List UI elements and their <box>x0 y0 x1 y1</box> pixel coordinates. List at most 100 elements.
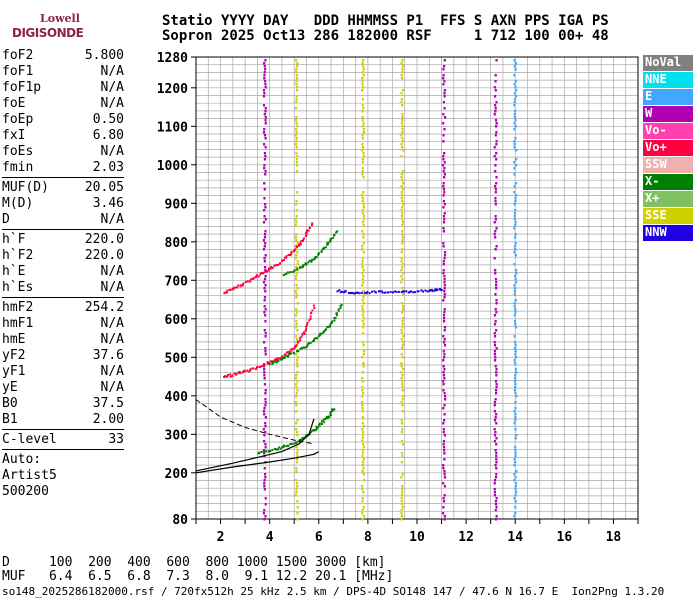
echo-trace-dot <box>275 263 278 266</box>
interference-band-dot <box>262 143 266 146</box>
interference-band-dot <box>493 221 496 224</box>
interference-band-dot <box>362 302 365 305</box>
interference-band-dot <box>494 389 498 392</box>
interference-band-dot <box>362 473 365 476</box>
interference-band-dot <box>400 503 404 506</box>
interference-band-dot <box>400 500 404 503</box>
echo-trace-dot <box>255 366 258 369</box>
interference-band-dot <box>361 245 364 248</box>
interference-band-dot <box>514 350 517 353</box>
interference-band-dot <box>361 407 364 410</box>
interference-band-dot <box>495 437 498 440</box>
interference-band-dot <box>361 509 364 512</box>
echo-trace-dot <box>255 367 258 370</box>
interference-band-dot <box>442 371 445 374</box>
interference-band-dot <box>361 434 364 437</box>
interference-band-dot <box>294 236 298 239</box>
param-row: hmF2 254.2 <box>2 300 124 316</box>
interference-band-dot <box>263 377 266 380</box>
interference-band-dot <box>263 485 266 488</box>
interference-band-dot <box>295 461 299 464</box>
interference-band-dot <box>362 515 366 518</box>
echo-trace-dot <box>290 352 293 355</box>
y-tick-label: 300 <box>165 428 189 443</box>
interference-band-dot <box>295 374 298 377</box>
interference-band-dot <box>513 380 516 383</box>
interference-band-dot <box>263 434 266 437</box>
interference-band-dot <box>263 113 266 116</box>
echo-trace-dot <box>338 289 341 292</box>
echo-trace-dot <box>310 311 313 314</box>
interference-band-dot <box>493 419 497 422</box>
interference-band-dot <box>400 62 403 65</box>
interference-band-dot <box>494 503 498 506</box>
interference-band-dot <box>294 494 297 497</box>
interference-band-dot <box>442 164 445 167</box>
param-separator <box>2 429 124 430</box>
echo-trace-dot <box>235 373 238 376</box>
echo-trace-dot <box>271 266 274 269</box>
chart-profile <box>195 399 320 474</box>
interference-band-dot <box>494 119 498 122</box>
interference-band-dot <box>400 176 403 179</box>
interference-band-dot <box>264 290 267 293</box>
interference-band-dot <box>295 254 298 257</box>
interference-band-dot <box>296 431 299 434</box>
interference-band-dot <box>362 131 365 134</box>
interference-band-dot <box>442 77 445 80</box>
echo-trace-dot <box>305 233 308 236</box>
echo-trace-dot <box>364 291 367 294</box>
interference-band-dot <box>514 125 517 128</box>
param-row: foF1 N/A <box>2 64 124 80</box>
interference-band-dot <box>361 137 364 140</box>
echo-trace-dot <box>329 411 332 414</box>
interference-band-dot <box>401 218 404 221</box>
echo-trace-dot <box>278 357 281 360</box>
interference-band-dot <box>263 287 266 290</box>
interference-band-dot <box>362 317 365 320</box>
legend-item: NNW <box>643 225 693 241</box>
interference-band-dot <box>494 107 497 110</box>
echo-trace-dot <box>326 242 329 245</box>
interference-band-dot <box>362 479 366 482</box>
echo-trace-dot <box>302 346 305 349</box>
echo-trace-dot <box>274 264 277 267</box>
interference-band-dot <box>515 158 518 161</box>
echo-trace-dot <box>424 289 427 292</box>
echo-trace-dot <box>299 348 302 351</box>
interference-band-dot <box>443 275 446 278</box>
interference-band-dot <box>513 359 516 362</box>
interference-band-dot <box>264 350 267 353</box>
interference-band-dot <box>362 68 365 71</box>
echo-trace-dot <box>319 332 322 335</box>
interference-band-dot <box>442 242 445 245</box>
interference-band-dot <box>514 86 517 89</box>
echo-trace-dot <box>298 243 301 246</box>
echo-trace-dot <box>374 291 377 294</box>
interference-band-dot <box>264 206 267 209</box>
echo-trace-dot <box>232 288 235 291</box>
interference-band-dot <box>362 461 365 464</box>
interference-band-dot <box>361 356 364 359</box>
interference-band-dot <box>442 506 445 509</box>
chart-series <box>223 222 443 455</box>
interference-band-dot <box>264 155 267 158</box>
interference-band-dot <box>264 320 267 323</box>
echo-trace-dot <box>356 291 359 294</box>
interference-band-dot <box>264 107 267 110</box>
echo-trace-dot <box>290 252 293 255</box>
interference-band-dot <box>494 110 497 113</box>
interference-band-dot <box>361 428 364 431</box>
param-row: h`F 220.0 <box>2 232 124 248</box>
interference-band-dot <box>442 428 445 431</box>
interference-band-dot <box>361 278 364 281</box>
interference-band-dot <box>361 143 364 146</box>
param-value: 2.00 <box>92 412 124 427</box>
interference-band-dot <box>495 455 498 458</box>
y-tick-label: 500 <box>165 351 189 366</box>
interference-band-dot <box>296 251 299 254</box>
interference-band-dot <box>494 416 497 419</box>
interference-band-dot <box>401 380 404 383</box>
auto-scaling-info: Auto: <box>2 452 42 467</box>
interference-band-dot <box>361 266 364 269</box>
